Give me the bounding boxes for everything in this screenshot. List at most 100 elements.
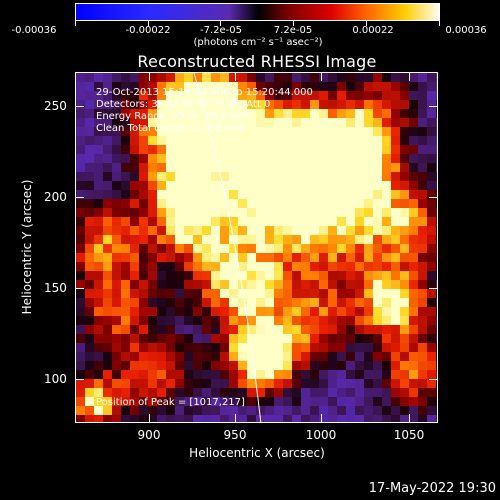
map-pixel — [292, 343, 301, 352]
map-pixel — [202, 298, 211, 307]
map-pixel — [319, 379, 328, 388]
map-pixel — [274, 226, 283, 235]
solar-limb-line — [193, 73, 262, 422]
map-pixel — [418, 226, 427, 235]
map-pixel — [76, 325, 85, 334]
map-pixel — [391, 289, 400, 298]
map-pixel — [238, 406, 247, 415]
map-pixel — [184, 100, 193, 109]
map-pixel — [193, 136, 202, 145]
map-pixel — [238, 163, 247, 172]
map-pixel — [292, 253, 301, 262]
image-plot-area[interactable]: 29-Oct-2013 15:14:44.000 to 15:20:44.000… — [75, 72, 438, 423]
map-pixel — [364, 100, 373, 109]
map-pixel — [292, 82, 301, 91]
map-pixel — [382, 298, 391, 307]
map-pixel — [355, 343, 364, 352]
map-pixel — [112, 235, 121, 244]
map-pixel — [166, 298, 175, 307]
map-pixel — [202, 316, 211, 325]
map-pixel — [364, 145, 373, 154]
map-pixel — [274, 118, 283, 127]
map-pixel — [148, 298, 157, 307]
map-pixel — [346, 343, 355, 352]
map-pixel — [202, 136, 211, 145]
map-pixel — [256, 118, 265, 127]
map-pixel — [94, 370, 103, 379]
map-pixel — [220, 388, 229, 397]
map-pixel — [283, 316, 292, 325]
map-pixel — [85, 379, 94, 388]
map-pixel — [112, 298, 121, 307]
map-pixel — [220, 325, 229, 334]
map-pixel — [391, 307, 400, 316]
map-pixel — [193, 172, 202, 181]
map-pixel — [427, 316, 436, 325]
map-pixel — [157, 145, 166, 154]
map-pixel — [274, 91, 283, 100]
map-pixel — [391, 388, 400, 397]
map-pixel — [292, 415, 301, 422]
map-pixel — [391, 235, 400, 244]
map-pixel — [400, 289, 409, 298]
map-pixel — [436, 262, 437, 271]
map-pixel — [409, 253, 418, 262]
map-pixel — [202, 307, 211, 316]
map-pixel — [121, 199, 130, 208]
map-pixel — [184, 316, 193, 325]
map-pixel — [418, 262, 427, 271]
map-pixel — [139, 361, 148, 370]
map-pixel — [337, 352, 346, 361]
map-pixel — [139, 406, 148, 415]
map-pixel — [355, 334, 364, 343]
map-pixel — [337, 109, 346, 118]
map-pixel — [373, 325, 382, 334]
map-pixel — [121, 73, 130, 82]
map-pixel — [139, 145, 148, 154]
map-pixel — [184, 388, 193, 397]
map-pixel — [436, 253, 437, 262]
map-pixel — [319, 406, 328, 415]
map-pixel — [292, 163, 301, 172]
y-tick-mark — [429, 197, 438, 198]
map-pixel — [373, 406, 382, 415]
map-pixel — [94, 361, 103, 370]
map-pixel — [184, 307, 193, 316]
map-pixel — [157, 298, 166, 307]
map-pixel — [211, 316, 220, 325]
map-pixel — [85, 280, 94, 289]
map-pixel — [121, 145, 130, 154]
map-pixel — [238, 82, 247, 91]
map-pixel — [436, 109, 437, 118]
map-pixel — [76, 316, 85, 325]
map-pixel — [328, 343, 337, 352]
map-pixel — [139, 181, 148, 190]
map-pixel — [166, 109, 175, 118]
map-pixel — [436, 145, 437, 154]
map-pixel — [328, 280, 337, 289]
map-pixel — [274, 154, 283, 163]
map-pixel — [382, 397, 391, 406]
map-pixel — [373, 226, 382, 235]
map-pixel — [382, 100, 391, 109]
map-pixel — [436, 82, 437, 91]
map-pixel — [103, 118, 112, 127]
map-pixel — [256, 226, 265, 235]
map-pixel — [409, 370, 418, 379]
map-pixel — [301, 388, 310, 397]
map-pixel — [247, 361, 256, 370]
map-pixel — [346, 208, 355, 217]
rhessi-image-map — [76, 73, 437, 422]
map-pixel — [76, 334, 85, 343]
map-pixel — [436, 118, 437, 127]
map-pixel — [382, 280, 391, 289]
map-pixel — [337, 217, 346, 226]
map-pixel — [382, 235, 391, 244]
map-pixel — [94, 244, 103, 253]
map-pixel — [310, 181, 319, 190]
map-pixel — [229, 406, 238, 415]
map-pixel — [157, 253, 166, 262]
map-pixel — [103, 316, 112, 325]
map-pixel — [139, 136, 148, 145]
map-pixel — [166, 352, 175, 361]
